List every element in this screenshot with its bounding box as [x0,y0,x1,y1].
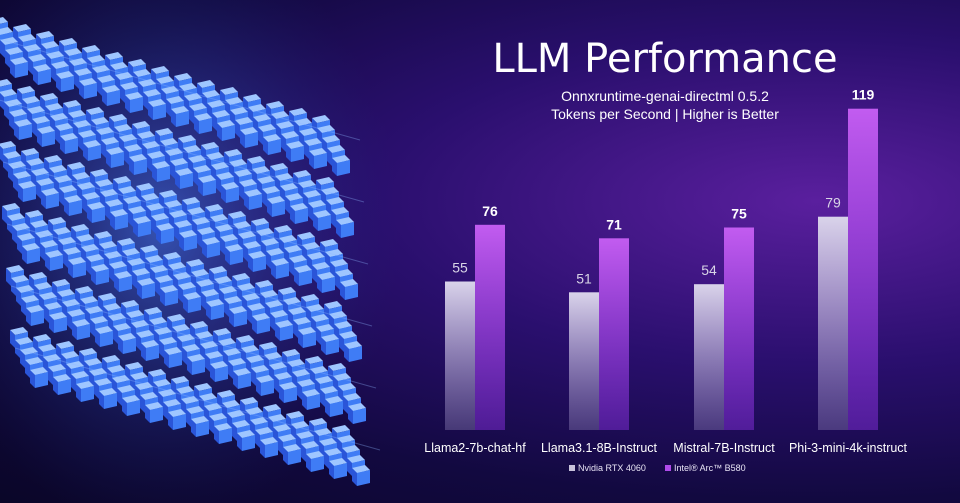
bar-intel [475,224,505,430]
legend-swatch-nvidia [569,465,575,471]
chart-subtitle: Onnxruntime-genai-directml 0.5.2 [561,88,769,104]
bar-intel [599,238,629,430]
chart-title: LLM Performance [492,36,837,82]
category-label: Llama3.1-8B-Instruct [541,441,658,455]
cube-layer [2,203,373,362]
cube-layer [0,79,365,238]
bar-nvidia [694,284,724,430]
data-label-intel: 119 [852,87,875,103]
blue-cube-array-illustration [0,0,400,503]
data-label-intel: 71 [606,216,622,232]
bar-nvidia [818,216,848,430]
chart-subtitle-2: Tokens per Second | Higher is Better [551,106,779,122]
bar-intel [848,108,878,430]
category-label: Phi-3-mini-4k-instruct [789,441,908,455]
data-label-nvidia: 51 [576,270,592,286]
data-label-nvidia: 55 [452,260,468,276]
bar-nvidia [569,292,599,430]
bar-nvidia [445,281,475,430]
legend-label-intel: Intel® Arc™ B580 [674,463,746,473]
legend-swatch-intel [665,465,671,471]
category-label: Mistral-7B-Instruct [673,441,775,455]
cube-layer [0,17,361,176]
data-label-intel: 76 [482,203,498,219]
cube-layer [0,141,369,300]
data-label-nvidia: 54 [701,262,717,278]
category-label: Llama2-7b-chat-hf [424,441,526,455]
data-label-nvidia: 79 [825,195,841,211]
cube-layer [10,327,381,486]
cube-layer [6,265,377,424]
bar-intel [724,227,754,430]
data-label-intel: 75 [731,206,747,222]
legend-label-nvidia: Nvidia RTX 4060 [578,463,646,473]
